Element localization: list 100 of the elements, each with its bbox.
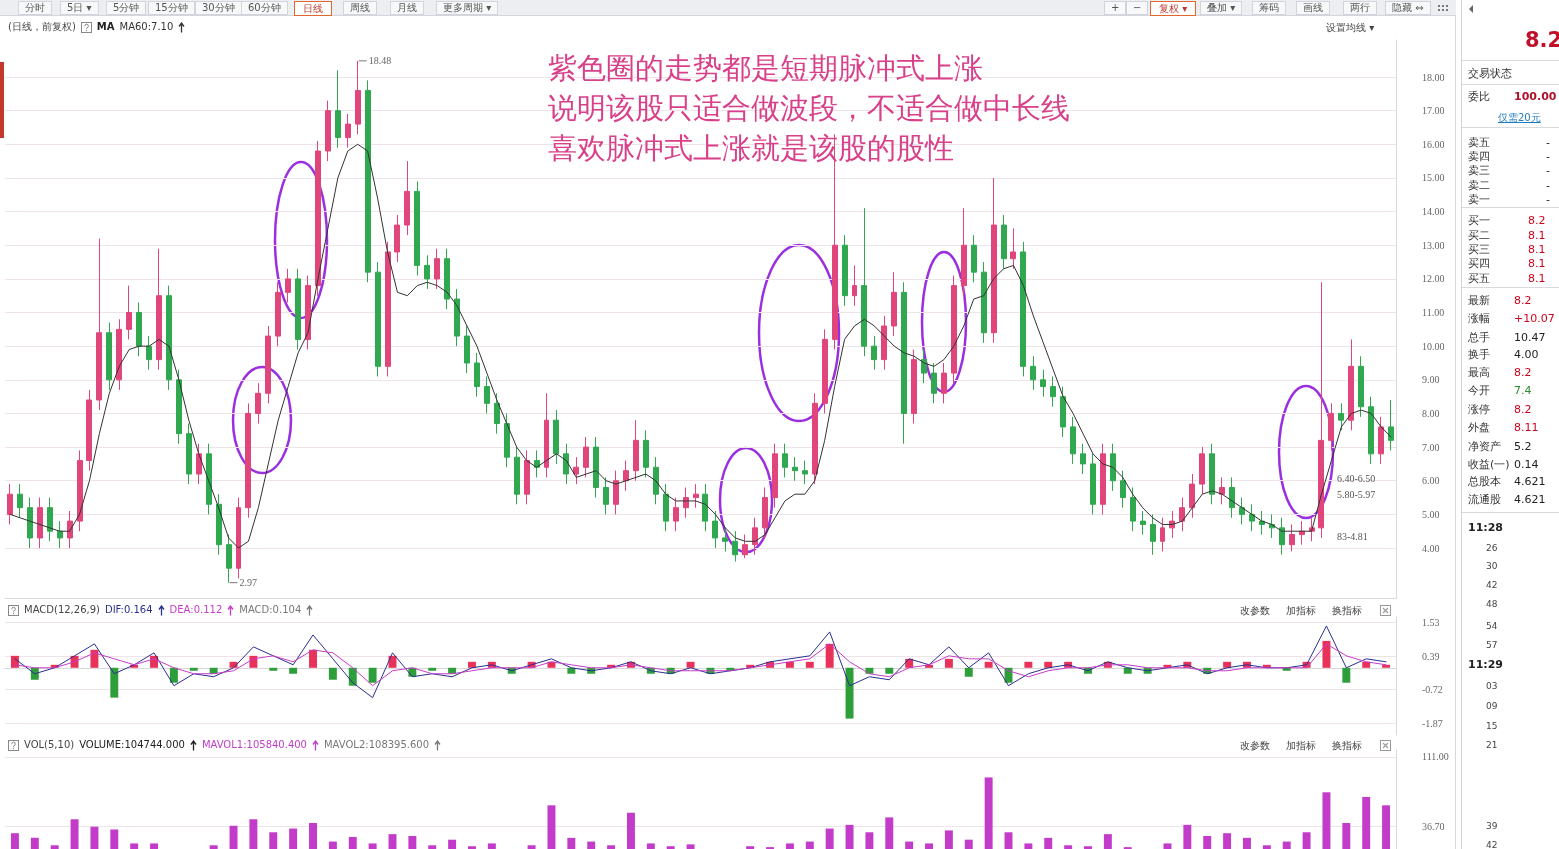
y-tick-label: 36.70	[1422, 820, 1445, 832]
candlestick	[1020, 241, 1026, 377]
candlestick	[712, 510, 718, 549]
text: 月线	[390, 1, 424, 15]
text: 卖五	[1468, 136, 1490, 150]
text: 卖四	[1468, 150, 1490, 164]
text: 收益(一)	[1468, 458, 1510, 472]
candlestick	[454, 288, 460, 347]
bar	[1123, 667, 1132, 674]
candlestick	[961, 207, 967, 297]
text: 买五	[1468, 272, 1490, 286]
bar	[1362, 661, 1371, 668]
text: -	[1546, 179, 1550, 193]
candlestick	[434, 248, 440, 290]
candlestick	[1388, 399, 1394, 451]
legend-label: DEA:0.112	[169, 604, 223, 616]
candlestick	[494, 392, 500, 435]
text: 09	[1486, 700, 1498, 713]
candlestick	[931, 362, 937, 404]
text: 21	[1486, 739, 1498, 752]
candlestick	[265, 325, 271, 404]
text: 8.1	[1528, 272, 1546, 286]
text: 画线	[1296, 1, 1330, 15]
text: +10.07	[1514, 312, 1555, 326]
candlestick	[812, 392, 818, 485]
candlestick	[1358, 355, 1364, 418]
text: 60分钟	[241, 1, 288, 15]
candlestick	[782, 443, 788, 478]
candlestick	[1179, 497, 1185, 532]
candlestick	[772, 443, 778, 509]
text: 54	[1486, 620, 1498, 633]
text: 仅需20元	[1498, 111, 1541, 125]
legend-title: MA	[96, 21, 115, 33]
candlestick	[136, 301, 142, 357]
candlestick	[1338, 402, 1344, 431]
annotation: 说明该股只适合做波段，不适合做中长线	[548, 91, 1070, 125]
candlestick	[991, 177, 997, 344]
text: 加指标	[1286, 605, 1316, 617]
candlestick	[583, 436, 589, 478]
candlestick	[673, 497, 679, 532]
candlestick	[901, 281, 907, 445]
candlestick	[911, 349, 917, 425]
candlestick	[57, 520, 63, 549]
candlestick	[1199, 446, 1205, 495]
candlestick	[742, 534, 748, 559]
candlestick	[1289, 523, 1295, 552]
candlestick	[643, 429, 649, 478]
text: MAVOL2:108395.600	[323, 739, 430, 751]
text: 买一	[1468, 214, 1490, 228]
text: 委比	[1468, 90, 1490, 104]
y-tick-label: 18.00	[1422, 71, 1445, 83]
candlestick	[1010, 227, 1016, 270]
candlestick	[1348, 338, 1354, 431]
text: 周线	[343, 1, 377, 15]
candlestick	[126, 285, 132, 340]
text: 8.2	[1514, 403, 1532, 417]
text: VOLUME:104744.000	[79, 739, 185, 751]
chart-title: VOL(5,10)	[24, 739, 75, 751]
candlestick	[86, 389, 92, 472]
candlestick	[1160, 517, 1165, 552]
text: 7.4	[1514, 384, 1532, 398]
text: 4.621	[1514, 493, 1546, 507]
text: 5日 ▾	[60, 1, 99, 15]
candlestick	[206, 443, 212, 515]
text: 叠加 ▾	[1200, 1, 1243, 15]
candlestick	[563, 443, 569, 485]
candlestick	[792, 456, 798, 482]
chart-title: MACD(12,26,9)	[24, 604, 100, 616]
bar	[328, 667, 337, 680]
candlestick	[693, 483, 699, 509]
bar	[885, 667, 894, 674]
candlestick	[106, 322, 112, 391]
candlestick	[315, 140, 321, 297]
bar	[189, 667, 198, 671]
candlestick	[7, 483, 13, 525]
text: 今开	[1468, 384, 1490, 398]
text: 总手	[1468, 331, 1490, 345]
text: 30分钟	[195, 1, 242, 15]
candlestick	[1090, 453, 1096, 515]
y-tick-label: 4.00	[1422, 542, 1440, 554]
candlestick	[842, 234, 848, 307]
legend-label: DIF:0.164	[104, 604, 153, 616]
candlestick	[176, 369, 182, 445]
bar	[686, 661, 695, 668]
candlestick	[544, 392, 549, 478]
text: 筹码	[1252, 1, 1286, 15]
text: 总股本	[1468, 475, 1501, 489]
candlestick	[663, 483, 669, 532]
candlestick	[385, 241, 391, 377]
text: 两行	[1343, 1, 1377, 15]
candlestick	[722, 527, 728, 552]
text: 4.621	[1514, 475, 1546, 489]
bar	[944, 658, 953, 668]
candlestick	[345, 113, 351, 149]
annotation: 83-4.81	[1337, 530, 1368, 542]
text: 11:28	[1468, 521, 1504, 535]
candlestick	[365, 79, 371, 283]
candlestick	[891, 271, 897, 337]
text: 15分钟	[148, 1, 195, 15]
candlestick	[653, 456, 659, 505]
